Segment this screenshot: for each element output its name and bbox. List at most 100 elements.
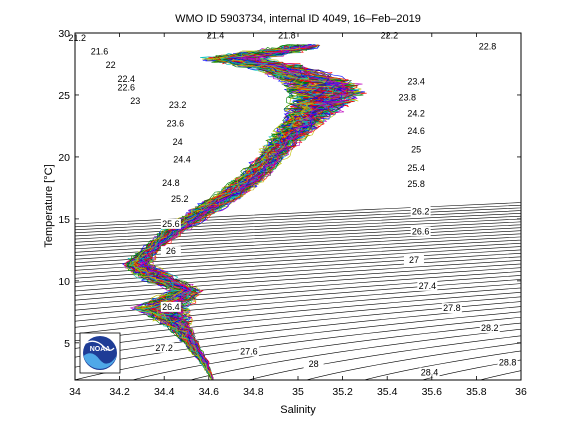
contour-label-background xyxy=(125,96,146,107)
contour-label: 23.2 xyxy=(169,100,187,110)
contour-label: 28 xyxy=(309,359,319,369)
contour-label-background xyxy=(419,367,440,378)
contour-label-background xyxy=(479,322,500,333)
contour-label-background xyxy=(205,30,226,41)
contour-label: 27.4 xyxy=(419,281,437,291)
contour-label-background xyxy=(441,303,462,314)
contour-label: 28.2 xyxy=(481,323,499,333)
contour-label-background xyxy=(406,144,427,155)
contour-label-background xyxy=(403,254,424,265)
contour-label: 24.2 xyxy=(407,109,425,119)
contour-label: 24.6 xyxy=(407,126,425,136)
contour-label: 21.6 xyxy=(91,47,109,57)
contour-label-background xyxy=(169,194,190,205)
x-tick-label: 35.6 xyxy=(422,386,443,398)
contour-label-background xyxy=(379,30,400,41)
x-tick-label: 35.8 xyxy=(466,386,487,398)
contour-label: 22 xyxy=(106,60,116,70)
contour-label-background xyxy=(167,137,188,148)
profile-line xyxy=(140,45,354,380)
density-contour-line xyxy=(75,311,521,368)
contour-label-background xyxy=(172,154,193,165)
contour-label: 25.4 xyxy=(407,163,425,173)
profile-line xyxy=(142,45,356,380)
contour-label: 25.2 xyxy=(171,194,189,204)
contour-label: 26.4 xyxy=(162,302,180,312)
density-contour-line xyxy=(75,296,521,342)
contour-label-background xyxy=(303,358,324,369)
density-contour-line xyxy=(75,202,521,225)
contour-label-background xyxy=(397,92,418,103)
noaa-logo: NOAA xyxy=(79,332,121,374)
noaa-logo-text: NOAA xyxy=(90,346,111,353)
density-contour-line xyxy=(75,204,521,228)
contour-label-background xyxy=(154,342,175,353)
x-tick-label: 34.2 xyxy=(109,386,130,398)
x-tick-label: 34 xyxy=(69,386,81,398)
density-contour-line xyxy=(75,287,521,328)
profile-line xyxy=(126,45,310,380)
contour-label: 23.6 xyxy=(167,118,185,128)
contour-label: 26 xyxy=(166,246,176,256)
contour-label: 27.6 xyxy=(240,346,258,356)
x-tick-label: 35 xyxy=(292,386,304,398)
profile-line xyxy=(137,45,349,380)
contour-label-background xyxy=(417,280,438,291)
x-tick-label: 36 xyxy=(515,386,527,398)
x-tick-label: 35.2 xyxy=(332,386,353,398)
contour-label-background xyxy=(406,163,427,174)
x-tick-label: 35.4 xyxy=(377,386,398,398)
x-tick-label: 34.6 xyxy=(199,386,220,398)
contour-label-background xyxy=(406,76,427,87)
contour-label-background xyxy=(410,226,431,237)
y-tick-label: 15 xyxy=(58,214,70,226)
contour-label-background xyxy=(406,108,427,119)
contour-label-background xyxy=(406,125,427,136)
contour-label: 23.4 xyxy=(407,76,425,86)
contour-label: 28.4 xyxy=(421,368,439,378)
profile-line xyxy=(129,45,322,380)
x-tick-label: 34.4 xyxy=(154,386,175,398)
contour-label-background xyxy=(406,179,427,190)
contour-label-background xyxy=(238,346,259,357)
contour-label: 22.2 xyxy=(381,30,399,40)
contour-label-background xyxy=(160,246,181,257)
contour-label-background xyxy=(100,60,121,71)
contour-label-background xyxy=(160,301,181,312)
density-contour-line xyxy=(75,292,521,335)
contour-label-background xyxy=(477,41,498,52)
contour-label: 22.8 xyxy=(479,42,497,52)
chart-title: WMO ID 5903734, internal ID 4049, 16–Feb… xyxy=(175,13,421,25)
contour-label-background xyxy=(160,218,181,229)
contour-label: 28.8 xyxy=(499,358,517,368)
y-tick-label: 20 xyxy=(58,152,70,164)
contour-label: 23 xyxy=(130,96,140,106)
contour-label: 24.8 xyxy=(162,178,180,188)
contour-label-background xyxy=(165,118,186,129)
x-axis-label: Salinity xyxy=(280,404,316,416)
y-tick-label: 25 xyxy=(58,90,70,102)
y-tick-label: 5 xyxy=(64,338,70,350)
contour-label: 27.2 xyxy=(155,343,173,353)
contour-label: 25.8 xyxy=(407,179,425,189)
contour-label: 24.4 xyxy=(173,154,191,164)
density-contour-line xyxy=(75,306,521,358)
contour-label-background xyxy=(116,82,137,93)
contour-label: 26.6 xyxy=(412,226,430,236)
contour-label: 27 xyxy=(409,255,419,265)
contour-label-background xyxy=(276,30,297,41)
y-tick-label: 30 xyxy=(58,28,70,40)
x-axis: 34 34.2 34.4 34.6 34.8 35 35.2 35.4 35.6 35.8 36 xyxy=(69,33,527,398)
contour-label: 22.6 xyxy=(118,83,136,93)
x-tick-label: 34.8 xyxy=(243,386,264,398)
contour-label: 23.8 xyxy=(399,92,417,102)
profile-line xyxy=(143,44,358,380)
contour-label-background xyxy=(410,206,431,217)
contour-label-background xyxy=(67,32,88,43)
contour-label: 22.4 xyxy=(118,74,136,84)
contour-label: 26.2 xyxy=(412,206,430,216)
contour-label-background xyxy=(167,99,188,110)
density-contour-line xyxy=(75,301,521,349)
